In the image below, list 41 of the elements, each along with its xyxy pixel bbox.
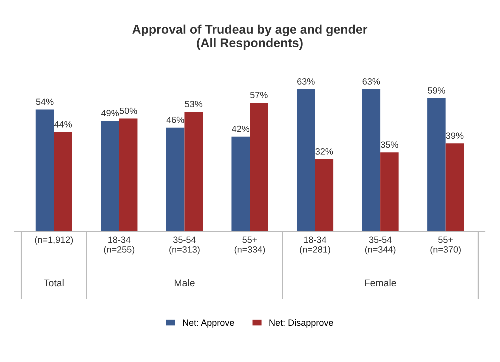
x-tick-label: 55+ (n=370) — [430, 236, 461, 255]
bar — [184, 112, 203, 232]
data-label: 32% — [316, 148, 334, 155]
bar — [428, 98, 446, 232]
bar — [380, 152, 399, 232]
text: Male — [174, 279, 195, 287]
chart-title: Approval of Trudeau by age and gender (All Respondents) — [132, 24, 368, 50]
bar — [446, 144, 464, 232]
bar — [297, 89, 316, 232]
data-label: 50% — [120, 108, 138, 114]
data-label: 57% — [250, 92, 268, 98]
data-label: 42% — [232, 126, 250, 132]
data-label: 49% — [101, 110, 120, 117]
data-label: 46% — [166, 116, 184, 124]
legend-label: Net: Approve — [183, 320, 234, 328]
x-tick-label: 35-54 (n=344) — [365, 236, 396, 255]
bar — [54, 132, 72, 232]
bar — [119, 118, 138, 232]
bar — [101, 121, 120, 232]
data-label: 53% — [185, 101, 203, 108]
legend-label: Net: Disapprove — [270, 319, 334, 328]
text: Female — [365, 279, 396, 287]
data-label: 35% — [381, 142, 398, 148]
bar — [36, 110, 54, 232]
x-tick-label: 18-34 (n=281) — [300, 236, 330, 255]
data-label: 63% — [362, 78, 380, 85]
data-label: 44% — [54, 121, 72, 128]
text: Total — [44, 279, 64, 287]
x-tick-label: 35-54 (n=313) — [170, 236, 200, 255]
bar — [166, 128, 185, 232]
data-label: 39% — [446, 132, 464, 140]
bar — [362, 89, 381, 232]
x-tick-label: 55+ (n=334) — [234, 236, 266, 255]
data-label: 63% — [298, 78, 315, 85]
x-tick-label: (n=1,912) — [35, 236, 74, 245]
data-label: 54% — [36, 98, 54, 106]
bar — [250, 103, 268, 232]
data-label: 59% — [428, 88, 446, 94]
bar — [232, 136, 250, 232]
x-tick-label: 18-34 (n=255) — [104, 236, 135, 255]
bar — [315, 159, 334, 232]
